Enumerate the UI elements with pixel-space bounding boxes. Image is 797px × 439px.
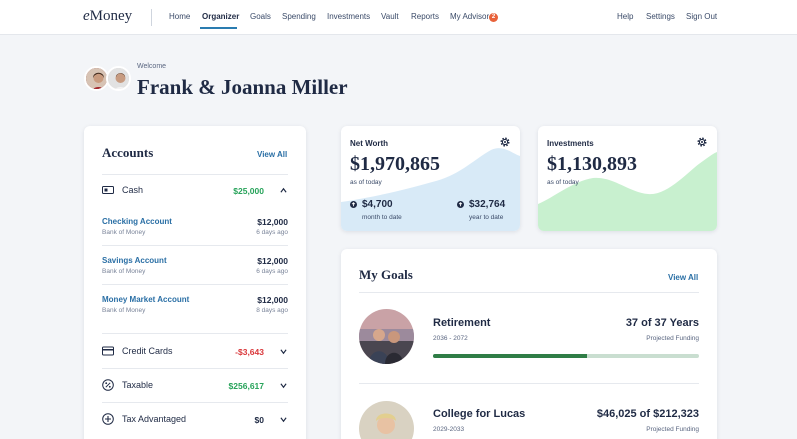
- top-nav: eMoney Home Organizer Goals Spending Inv…: [0, 0, 797, 35]
- cash-label: Cash: [122, 185, 144, 195]
- net-worth-as-of: as of today: [350, 179, 382, 186]
- arrow-up-circle-icon: [350, 201, 357, 208]
- year-to-date-value: $32,764: [469, 199, 506, 210]
- user-name-heading: Frank & Joanna Miller: [137, 75, 348, 99]
- logo-divider: [151, 9, 152, 26]
- plus-circle-icon: [102, 413, 114, 425]
- avatar-frank-photo: [108, 68, 129, 89]
- credit-card-icon: [102, 346, 114, 356]
- divider: [102, 174, 288, 175]
- divider: [359, 292, 699, 293]
- sub-account-age: 8 days ago: [256, 307, 288, 314]
- sub-account-name: Money Market Account: [102, 295, 190, 304]
- divider: [102, 245, 288, 246]
- goals-card: My Goals View All Retirement 2036 - 2072…: [341, 249, 717, 439]
- divider: [102, 333, 288, 334]
- credit-cards-label: Credit Cards: [122, 346, 173, 356]
- sub-account-bank: Bank of Money: [102, 229, 146, 236]
- chevron-up-icon: [280, 187, 287, 193]
- tax-advantaged-label: Tax Advantaged: [122, 414, 187, 424]
- avatar-joanna: [84, 66, 109, 91]
- gear-icon[interactable]: [696, 136, 708, 148]
- goal-progress-fill: [433, 354, 588, 358]
- advisor-notification-badge: 2: [489, 13, 498, 22]
- avatar-frank: [106, 66, 131, 91]
- investments-value: $1,130,893: [547, 153, 637, 175]
- goal-name: Retirement: [433, 317, 491, 329]
- year-to-date-label: year to date: [469, 214, 504, 221]
- goal-status: 37 of 37 Years: [625, 317, 699, 329]
- month-to-date-label: month to date: [362, 214, 402, 221]
- percent-icon: [102, 379, 114, 391]
- chevron-down-icon: [280, 383, 287, 389]
- investments-card[interactable]: Investments $1,130,893 as of today: [538, 126, 717, 231]
- chevron-down-icon: [280, 417, 287, 423]
- accounts-title: Accounts: [102, 145, 154, 160]
- goal-projected-funding: Projected Funding: [646, 426, 699, 433]
- goal-years: 2029-2033: [433, 426, 465, 433]
- net-worth-title: Net Worth: [350, 139, 389, 148]
- sub-account-name: Checking Account: [102, 217, 172, 226]
- arrow-up-circle-icon: [457, 201, 464, 208]
- sub-account-amount: $12,000: [257, 256, 288, 266]
- sub-account-amount: $12,000: [257, 217, 288, 227]
- net-worth-card[interactable]: Net Worth $1,970,865 as of today $4,700 …: [341, 126, 520, 231]
- divider: [359, 383, 699, 384]
- accounts-view-all-link[interactable]: View All: [257, 150, 288, 159]
- investments-title: Investments: [547, 139, 594, 148]
- nav-home[interactable]: Home: [169, 12, 191, 21]
- nav-active-indicator: [200, 27, 237, 29]
- investments-area-chart: [538, 152, 717, 231]
- net-worth-value: $1,970,865: [350, 153, 440, 175]
- net-worth-area-chart: [341, 148, 520, 231]
- month-to-date-value: $4,700: [362, 199, 393, 210]
- nav-goals[interactable]: Goals: [250, 12, 271, 21]
- cash-value: $25,000: [233, 186, 264, 196]
- goal-status: $46,025 of $212,323: [596, 408, 699, 420]
- nav-my-advisor[interactable]: My Advisor: [450, 12, 490, 21]
- welcome-label: Welcome: [137, 63, 167, 70]
- goal-name: College for Lucas: [433, 408, 526, 420]
- sub-account-bank: Bank of Money: [102, 307, 146, 314]
- taxable-label: Taxable: [122, 380, 154, 390]
- taxable-value: $256,617: [228, 381, 264, 391]
- credit-cards-value: -$3,643: [235, 347, 264, 357]
- goals-title: My Goals: [359, 267, 413, 282]
- divider: [102, 368, 288, 369]
- sub-account-age: 6 days ago: [256, 268, 288, 275]
- nav-investments[interactable]: Investments: [327, 12, 371, 21]
- nav-vault[interactable]: Vault: [381, 12, 399, 21]
- emoney-logo[interactable]: eMoney: [83, 8, 133, 24]
- nav-spending[interactable]: Spending: [282, 12, 316, 21]
- sub-account-name: Savings Account: [102, 256, 167, 265]
- retirement-couple-image: [359, 309, 414, 364]
- cash-icon: [102, 186, 114, 194]
- goals-view-all-link[interactable]: View All: [668, 273, 699, 282]
- goal-progress-bar: [433, 354, 699, 358]
- tax-advantaged-value: $0: [254, 415, 264, 425]
- goal-years: 2036 - 2072: [433, 335, 468, 342]
- nav-sign-out[interactable]: Sign Out: [686, 12, 718, 21]
- divider: [102, 284, 288, 285]
- college-child-image: [359, 401, 414, 439]
- retirement-photo: [359, 309, 414, 364]
- gear-icon[interactable]: [499, 136, 511, 148]
- college-photo: [359, 401, 414, 439]
- sub-account-amount: $12,000: [257, 295, 288, 305]
- sub-account-age: 6 days ago: [256, 229, 288, 236]
- sub-account-bank: Bank of Money: [102, 268, 146, 275]
- avatar-joanna-photo: [86, 68, 107, 89]
- investments-as-of: as of today: [547, 179, 579, 186]
- chevron-down-icon: [280, 349, 287, 355]
- nav-settings[interactable]: Settings: [646, 12, 675, 21]
- nav-help[interactable]: Help: [617, 12, 634, 21]
- nav-reports[interactable]: Reports: [411, 12, 440, 21]
- nav-organizer[interactable]: Organizer: [202, 12, 240, 21]
- accounts-card: Accounts View All Cash $25,000 Checking …: [84, 126, 306, 439]
- goal-projected-funding: Projected Funding: [646, 335, 699, 342]
- divider: [102, 402, 288, 403]
